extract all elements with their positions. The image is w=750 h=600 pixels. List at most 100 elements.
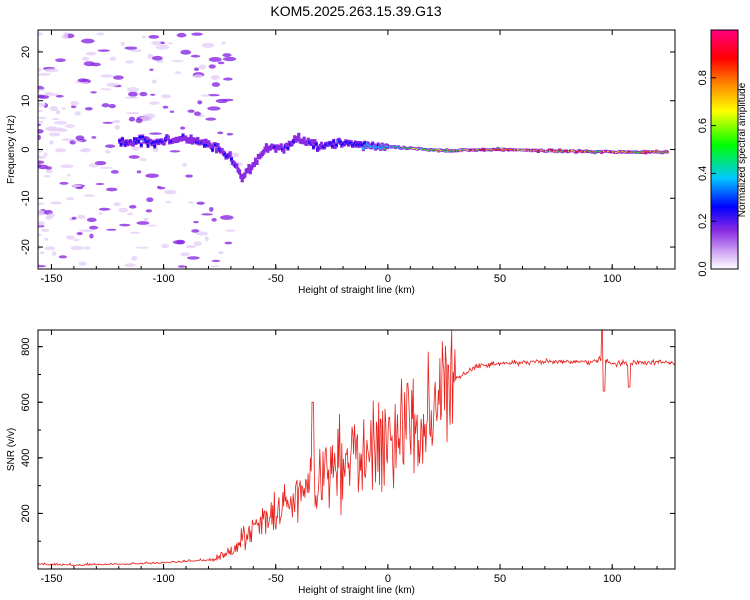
spectrogram-ridge-cell xyxy=(230,158,233,161)
spectrogram-ridge-cell xyxy=(496,147,500,149)
spectrogram-ridge-cell xyxy=(286,146,290,150)
spectrogram-noise-cell xyxy=(143,217,149,222)
spectrogram-noise-cell xyxy=(195,231,209,236)
spectrogram-noise-cell xyxy=(128,155,140,159)
spectrogram-ridge-cell xyxy=(379,147,383,150)
spectrogram-noise-cell xyxy=(160,94,172,99)
colorbar: Normalized spectral amplitude 0.0 0.2 0.4 0… xyxy=(697,29,748,277)
spectrogram-noise-cell xyxy=(211,259,221,262)
spectrogram-noise-cell xyxy=(85,51,97,56)
spectrogram-noise-cell xyxy=(84,107,93,111)
y-tick-label: 20 xyxy=(20,46,32,58)
spectrogram-noise-cell xyxy=(197,100,203,105)
spectrogram-noise-cell xyxy=(48,132,61,137)
spectrogram-noise-cell xyxy=(38,128,44,134)
y-tick-label: 800 xyxy=(20,337,32,355)
spectrogram-ridge-cell xyxy=(666,151,669,153)
spectrogram-noise-cell xyxy=(86,217,97,223)
spectrogram-ridge-cell xyxy=(292,140,295,143)
spectrogram-ridge-cell xyxy=(263,148,267,151)
spectrogram-noise-cell xyxy=(136,221,150,225)
spectrogram-noise-cell xyxy=(136,170,142,174)
spectrogram-noise-cell xyxy=(44,175,51,178)
spectrogram-noise-cell xyxy=(71,184,82,188)
spectrogram-noise-cell xyxy=(148,101,160,105)
spectrogram-ridge-cell xyxy=(246,169,249,172)
x-tick-label: 0 xyxy=(385,273,391,285)
spectrogram-noise-cell xyxy=(182,162,187,167)
spectrogram-noise-cell xyxy=(200,213,214,216)
spectrogram-noise-cell xyxy=(105,187,118,192)
spectrogram-ridge-cell xyxy=(247,165,251,168)
spectrogram-noise-cell xyxy=(151,79,157,84)
spectrogram-noise-cell xyxy=(100,74,114,78)
spectrogram-ridge-cell xyxy=(196,138,200,141)
spectrogram-noise-cell xyxy=(205,117,217,121)
spectrogram-noise-cell xyxy=(217,131,224,135)
spectrogram-noise-cell xyxy=(38,155,47,160)
spectrogram-noise-cell xyxy=(38,88,46,92)
spectrogram-ridge-cell xyxy=(215,149,218,152)
spectrogram-noise-cell xyxy=(185,244,196,249)
spectrogram-noise-cell xyxy=(218,251,224,255)
spectrogram-ridge-cell xyxy=(145,140,148,143)
x-tick-label: -150 xyxy=(40,573,62,585)
spectrogram-ridge-cell xyxy=(228,152,232,156)
spectrogram-noise-cell xyxy=(53,120,68,125)
spectrogram-ridge-cell xyxy=(445,149,449,151)
spectrogram-ridge-cell xyxy=(644,152,648,154)
spectrogram-noise-cell xyxy=(38,123,42,127)
spectrogram-noise-cell xyxy=(38,116,47,120)
spectrogram-noise-cell xyxy=(38,109,44,113)
spectrogram-noise-cell xyxy=(208,64,216,69)
spectrogram-noise-cell xyxy=(64,124,76,128)
spectrogram-noise-cell xyxy=(38,233,42,236)
spectrogram-noise-cell xyxy=(126,87,140,93)
spectrogram-noise-cell xyxy=(38,134,41,140)
spectrogram-noise-cell xyxy=(99,166,114,169)
spectrogram-ridge-cell xyxy=(216,144,220,147)
spectrogram-ridge-cell xyxy=(655,150,659,152)
spectrogram-noise-cell xyxy=(74,111,81,116)
spectrogram-ridge-cell xyxy=(437,150,440,152)
spectrogram-ridge-cell xyxy=(362,147,365,150)
spectrogram-noise-cell xyxy=(204,236,209,242)
spectrogram-ridge-cell xyxy=(255,161,259,164)
spectrogram-ridge-cell xyxy=(296,137,299,140)
spectrogram-noise-cell xyxy=(60,164,74,169)
spectrogram-noise-cell xyxy=(49,105,58,112)
spectrogram-noise-cell xyxy=(39,251,45,255)
spectrogram-noise-cell xyxy=(43,152,48,157)
spectrogram-ridge-cell xyxy=(201,140,205,144)
spectrogram-noise-cell xyxy=(135,118,143,124)
y-tick-label: -10 xyxy=(20,190,32,206)
spectrogram-noise-cell xyxy=(91,136,97,139)
spectrogram-noise-cell xyxy=(151,55,163,61)
spectrogram-noise-cell xyxy=(66,173,71,177)
spectrogram-ridge-cell xyxy=(641,152,645,154)
spectrogram-ridge-cell xyxy=(643,150,646,152)
colorbar-gradient xyxy=(710,29,739,270)
spectrogram-noise-cell xyxy=(66,196,75,201)
spectrogram-ridge-cell xyxy=(118,139,122,143)
spectrogram-noise-cell xyxy=(76,232,83,236)
spectrogram-ridge-cell xyxy=(137,140,140,143)
spectrogram-ridge-cell xyxy=(331,144,334,148)
spectrogram-noise-cell xyxy=(139,91,148,97)
spectrogram-noise-cell xyxy=(146,197,154,203)
spectrogram-noise-cell xyxy=(61,138,73,142)
spectrogram-noise-cell xyxy=(145,173,160,178)
spectrogram-ridge-cell xyxy=(213,143,217,146)
spectrogram-noise-cell xyxy=(98,207,111,211)
spectrogram-ridge-cell xyxy=(166,136,170,140)
x-tick-label: 100 xyxy=(603,573,621,585)
spectrogram-ridge-cell xyxy=(481,148,485,150)
spectrogram-noise-cell xyxy=(55,109,61,115)
spectrogram-ridge-cell xyxy=(279,144,283,148)
x-tick-label: 100 xyxy=(603,273,621,285)
spectrogram-ridge-cell xyxy=(152,141,155,144)
spectrogram-noise-cell xyxy=(211,82,221,87)
spectrogram-noise-cell xyxy=(200,94,211,97)
snr-frame xyxy=(37,329,676,570)
spectrogram-noise-cell xyxy=(163,189,177,195)
